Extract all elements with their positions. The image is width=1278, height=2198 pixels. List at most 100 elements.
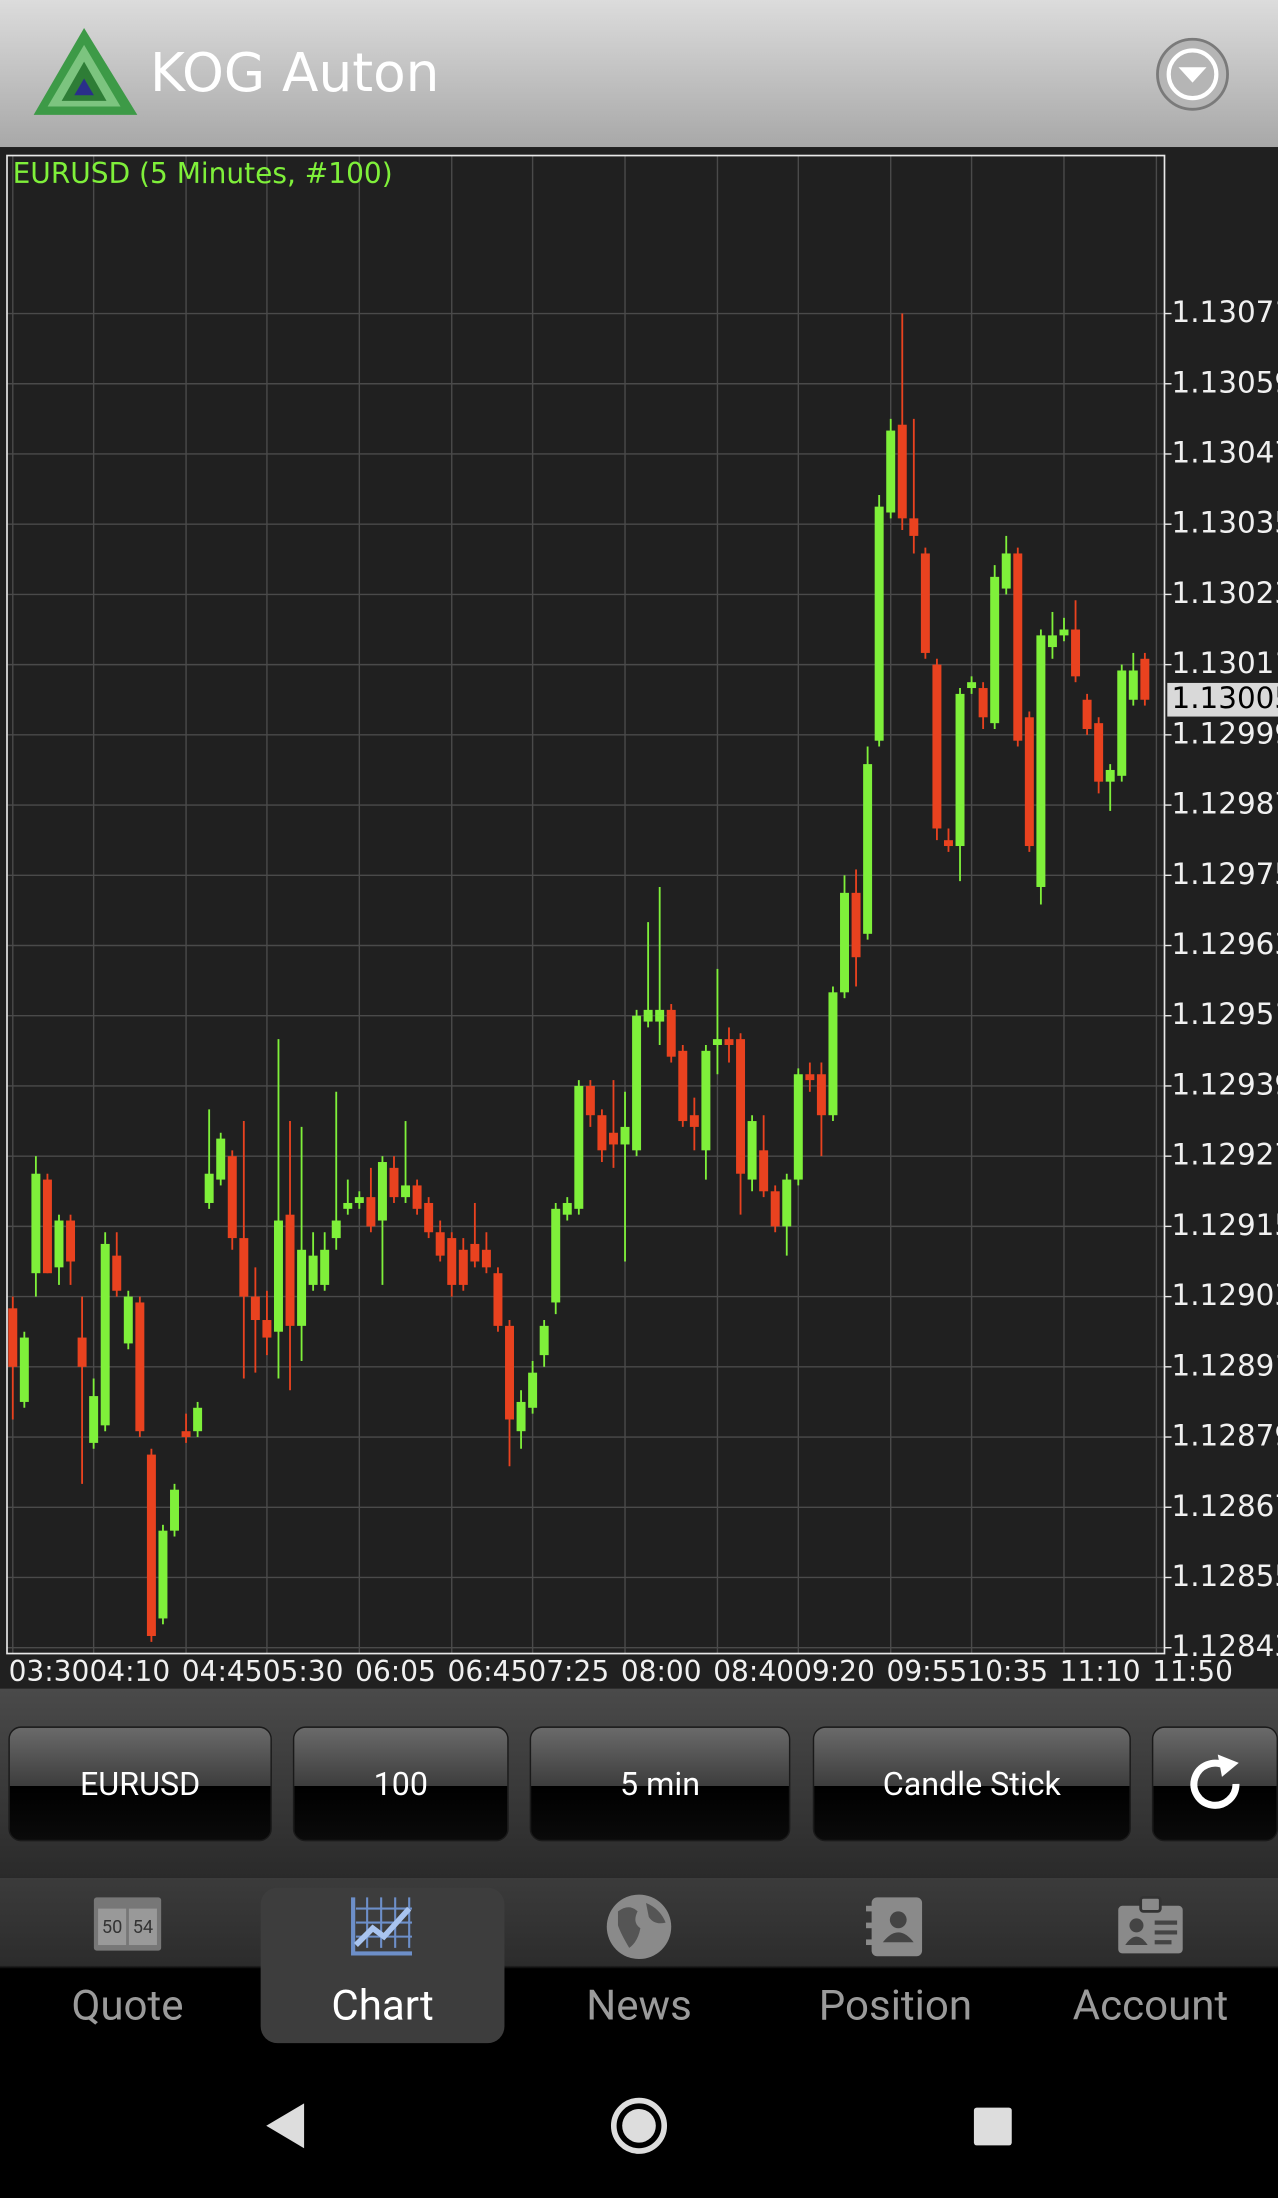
y-tick-label: 1.13047 (1172, 435, 1278, 469)
y-tick-label: 1.12855 (1172, 1559, 1278, 1593)
candle-body (551, 1208, 561, 1303)
candle-body (1117, 670, 1127, 776)
candle-body (100, 1243, 110, 1426)
candle-body (297, 1249, 307, 1326)
candle-body (701, 1050, 711, 1151)
candle-body (932, 664, 942, 829)
refresh-button[interactable] (1151, 1726, 1278, 1842)
back-button[interactable] (266, 2103, 305, 2149)
timeframe-button[interactable]: 5 min (529, 1726, 791, 1842)
quote-icon-text: 54 (133, 1917, 153, 1938)
candle-body (897, 424, 907, 519)
bars-button[interactable]: 100 (292, 1726, 509, 1842)
menu-dropdown[interactable] (1155, 36, 1231, 112)
home-button[interactable] (610, 2097, 668, 2154)
tab-label: Position (818, 1981, 973, 2031)
candle-body (146, 1454, 156, 1636)
candle-body (539, 1325, 549, 1356)
candle-body (805, 1074, 815, 1081)
candle-body (285, 1214, 295, 1326)
candle-body (1140, 658, 1150, 700)
x-tick-label: 05:30 (263, 1655, 344, 1688)
candle-body (632, 1015, 642, 1151)
candle-body (181, 1431, 191, 1438)
chart-background (0, 147, 1278, 1689)
candle-body (967, 682, 977, 689)
candle-body (943, 840, 953, 847)
y-tick-label: 1.12915 (1172, 1208, 1278, 1242)
system-nav-bar (0, 2052, 1278, 2198)
candle-body (585, 1085, 595, 1116)
candle-body (597, 1115, 607, 1151)
quote-icon: 50 54 (93, 1897, 162, 1951)
candle-body (736, 1039, 746, 1174)
x-tick-label: 11:10 (1060, 1655, 1141, 1688)
x-tick-label: 03:30 (9, 1655, 90, 1688)
candle-body (1024, 717, 1034, 847)
chart-tab[interactable]: Chart (260, 1887, 505, 2044)
candle-body (19, 1337, 29, 1402)
candle-body (886, 430, 896, 513)
candle-body (42, 1179, 52, 1274)
recents-button[interactable] (973, 2107, 1012, 2146)
candle-body (354, 1197, 364, 1203)
candle-body (343, 1202, 353, 1209)
y-tick-label: 1.13035 (1172, 506, 1278, 540)
candle-body (1013, 553, 1023, 741)
news-tab[interactable]: News (511, 1878, 766, 2053)
candle-body (493, 1273, 503, 1326)
x-tick-label: 04:45 (182, 1655, 263, 1688)
chart-title: EURUSD (5 Minutes, #100) (13, 157, 393, 190)
candle-body (308, 1255, 318, 1285)
candle-body (458, 1249, 468, 1285)
y-tick-label: 1.12963 (1172, 927, 1278, 961)
candle-body (793, 1074, 803, 1180)
y-tick-label: 1.12939 (1172, 1067, 1278, 1101)
candle-body (1001, 553, 1011, 589)
nav-buttons (266, 2097, 1012, 2154)
candle-body (1094, 723, 1104, 782)
candle-body (424, 1202, 434, 1233)
y-tick-label: 1.12987 (1172, 787, 1278, 821)
quote-tab[interactable]: 50 54 Quote (0, 1878, 255, 2053)
candle-body (112, 1255, 122, 1291)
candle-body (262, 1320, 272, 1338)
y-tick-label: 1.13059 (1172, 365, 1278, 399)
candle-body (505, 1325, 514, 1420)
chart-type-button[interactable]: Candle Stick (812, 1726, 1131, 1842)
candle-body (747, 1121, 757, 1180)
tab-bar: 50 54 Quote Chart News (0, 1877, 1278, 2053)
last-price-label: 1.13005 (1172, 681, 1278, 715)
symbol-button[interactable]: EURUSD (8, 1726, 272, 1842)
x-tick-label: 08:00 (621, 1655, 702, 1688)
candle-body (54, 1220, 64, 1268)
candle-body (1071, 629, 1081, 677)
candle-body (1059, 629, 1069, 636)
position-tab[interactable]: Position (768, 1878, 1023, 2053)
candle-body (250, 1296, 260, 1321)
candle-body (724, 1039, 734, 1045)
news-icon (606, 1894, 672, 1960)
x-tick-label: 10:35 (967, 1655, 1048, 1688)
candle-body (216, 1138, 226, 1180)
candle-body (1082, 699, 1092, 730)
candle-body (655, 1009, 665, 1022)
candle-body (89, 1396, 99, 1443)
candle-body (620, 1126, 630, 1145)
price-chart: EURUSD (5 Minutes, #100) 1.130711.130591… (0, 147, 1278, 1689)
chart-toolbar: EURUSD 100 5 min Candle Stick (0, 1688, 1278, 1878)
candle-body (481, 1249, 491, 1268)
candle-body (331, 1220, 341, 1239)
candle-body (320, 1249, 330, 1285)
x-tick-label: 07:25 (528, 1655, 609, 1688)
candle-body (227, 1156, 237, 1239)
candle-body (528, 1372, 538, 1408)
candle-body (170, 1489, 179, 1531)
candle-body (828, 992, 838, 1116)
x-tick-label: 11:50 (1152, 1655, 1233, 1688)
y-tick-label: 1.12999 (1172, 716, 1278, 750)
account-tab[interactable]: Account (1023, 1878, 1278, 2053)
